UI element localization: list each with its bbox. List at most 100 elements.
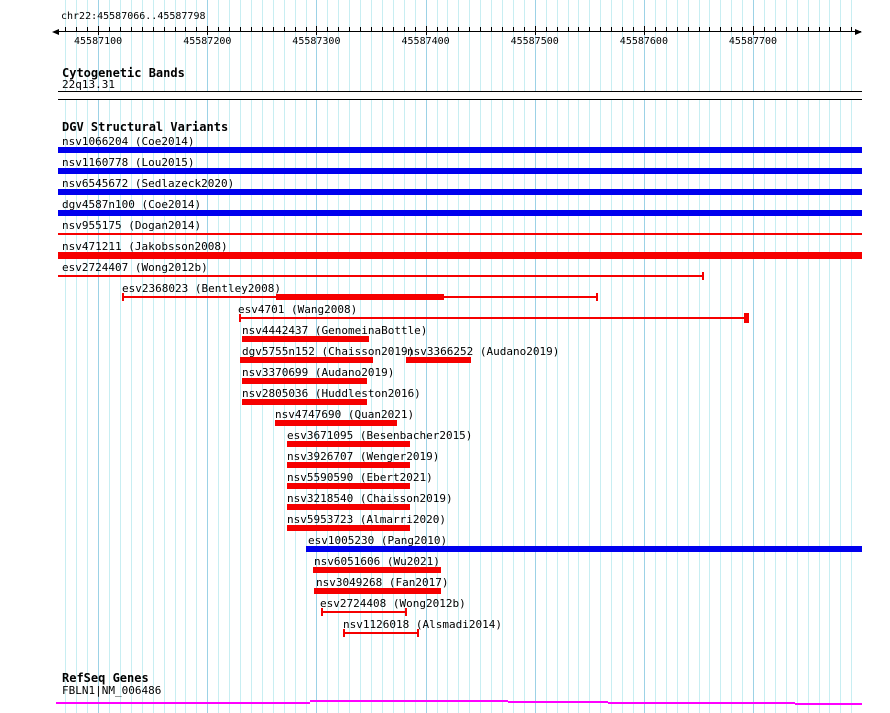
variant-range-line[interactable]: [343, 632, 417, 634]
variant-label[interactable]: nsv4442437 (GenomeinaBottle): [242, 324, 428, 337]
ruler-tick-minor: [698, 27, 700, 31]
variant-end-tick: [596, 293, 598, 301]
ruler-tick-minor: [502, 27, 503, 31]
variant-bar[interactable]: [242, 378, 367, 384]
variant-label[interactable]: nsv955175 (Dogan2014): [62, 219, 202, 232]
ruler-tick-label: 45587100: [74, 36, 123, 47]
variant-label[interactable]: nsv5953723 (Almarri2020): [287, 513, 446, 526]
ruler-tick-major: [98, 26, 100, 35]
ruler-tick-minor: [327, 27, 329, 31]
gene-line-segment: [310, 699, 508, 702]
ruler-tick-minor: [763, 27, 765, 31]
ruler-tick-minor: [600, 27, 602, 31]
ruler-tick-minor: [240, 27, 241, 31]
ruler-tick-major: [753, 26, 754, 35]
variant-bar[interactable]: [276, 294, 444, 300]
ruler-tick-minor: [130, 27, 132, 31]
ruler-tick-minor: [272, 27, 274, 31]
variant-bar[interactable]: [275, 420, 397, 426]
variant-range-line[interactable]: [444, 296, 596, 298]
variant-label[interactable]: esv1005230 (Pang2010): [308, 534, 448, 547]
variant-range-line[interactable]: [321, 611, 405, 613]
variant-range-line[interactable]: [58, 275, 702, 277]
variant-label[interactable]: nsv6545672 (Sedlazeck2020): [62, 177, 235, 190]
variant-range-line[interactable]: [239, 317, 744, 319]
variant-end-cap: [744, 313, 749, 323]
variant-label[interactable]: esv2724407 (Wong2012b): [62, 261, 208, 274]
variant-label[interactable]: nsv1126018 (Alsmadi2014): [343, 618, 502, 631]
grid-line-minor: [654, 0, 656, 713]
ruler-tick-minor: [512, 27, 514, 31]
variant-bar[interactable]: [58, 210, 862, 216]
ruler-tick-minor: [403, 27, 405, 31]
variant-bar[interactable]: [58, 252, 862, 259]
variant-bar[interactable]: [306, 546, 862, 552]
variant-label[interactable]: esv2724408 (Wong2012b): [320, 597, 466, 610]
ruler-tick-minor: [174, 27, 176, 31]
ruler-tick-minor: [305, 27, 307, 31]
variant-label[interactable]: nsv1066204 (Coe2014): [62, 135, 195, 148]
variant-end-tick: [702, 272, 704, 280]
variant-bar[interactable]: [242, 399, 367, 405]
grid-line-minor: [109, 0, 110, 713]
variant-range-line[interactable]: [58, 233, 862, 235]
variant-label[interactable]: nsv6051606 (Wu2021): [314, 555, 440, 568]
cytoband-box[interactable]: [58, 91, 862, 100]
variant-label[interactable]: esv3671095 (Besenbacher2015): [287, 429, 473, 442]
ruler-tick-minor: [578, 27, 580, 31]
variant-label[interactable]: esv4701 (Wang2008): [238, 303, 358, 316]
variant-label[interactable]: nsv3049268 (Fan2017): [316, 576, 449, 589]
grid-line-minor: [676, 0, 678, 713]
ruler-tick-minor: [392, 27, 394, 31]
ruler-tick-minor: [87, 27, 89, 31]
variant-label[interactable]: esv2368023 (Bentley2008): [122, 282, 281, 295]
variant-label[interactable]: nsv2805036 (Huddleston2016): [242, 387, 421, 400]
ruler-tick-minor: [76, 27, 78, 31]
variant-label[interactable]: dgv5755n152 (Chaisson2019): [242, 345, 415, 358]
ruler-tick-minor: [611, 27, 613, 31]
variant-range-line[interactable]: [122, 296, 276, 298]
variant-bar[interactable]: [287, 441, 410, 447]
variant-label[interactable]: dgv4587n100 (Coe2014): [62, 198, 202, 211]
grid-line-minor: [141, 0, 143, 713]
variant-label[interactable]: nsv5590590 (Ebert2021): [287, 471, 433, 484]
ruler-arrow-right: [855, 29, 862, 35]
grid-line-minor: [829, 0, 831, 713]
ruler-tick-minor: [796, 27, 798, 31]
variant-bar[interactable]: [58, 168, 862, 174]
grid-line-minor: [807, 0, 809, 713]
ruler-tick-minor: [294, 27, 296, 31]
ruler-tick-minor: [818, 27, 820, 31]
variant-bar[interactable]: [287, 504, 410, 510]
variant-label[interactable]: nsv3926707 (Wenger2019): [287, 450, 440, 463]
variant-bar[interactable]: [240, 357, 373, 363]
grid-line-minor: [742, 0, 744, 713]
grid-line-minor: [774, 0, 776, 713]
ruler-tick-major: [207, 26, 209, 35]
variant-bar[interactable]: [406, 357, 471, 363]
variant-bar[interactable]: [242, 336, 369, 342]
variant-bar[interactable]: [287, 462, 410, 468]
section-title-refseq-genes: RefSeq Genes: [62, 671, 149, 685]
grid-line-major: [98, 0, 100, 713]
variant-bar[interactable]: [313, 567, 441, 573]
ruler-tick-minor: [545, 27, 547, 31]
grid-line-minor: [600, 0, 602, 713]
variant-label[interactable]: nsv3218540 (Chaisson2019): [287, 492, 453, 505]
variant-label[interactable]: nsv471211 (Jakobsson2008): [62, 240, 228, 253]
variant-bar[interactable]: [287, 483, 410, 489]
variant-bar[interactable]: [58, 189, 862, 195]
variant-label[interactable]: nsv3366252 (Audano2019): [407, 345, 560, 358]
variant-bar[interactable]: [58, 147, 862, 153]
ruler-tick-label: 45587700: [728, 36, 778, 47]
ruler-tick-minor: [229, 27, 231, 31]
section-title-dgv-structural-variants: DGV Structural Variants: [62, 120, 229, 134]
ruler-tick-minor: [109, 27, 110, 31]
variant-label[interactable]: nsv3370699 (Audano2019): [242, 366, 395, 379]
variant-bar[interactable]: [314, 588, 441, 594]
variant-bar[interactable]: [287, 525, 410, 531]
grid-line-minor: [731, 0, 733, 713]
ruler-tick-label: 45587600: [619, 36, 668, 47]
variant-label[interactable]: nsv1160778 (Lou2015): [62, 156, 195, 169]
variant-label[interactable]: nsv4747690 (Quan2021): [275, 408, 415, 421]
